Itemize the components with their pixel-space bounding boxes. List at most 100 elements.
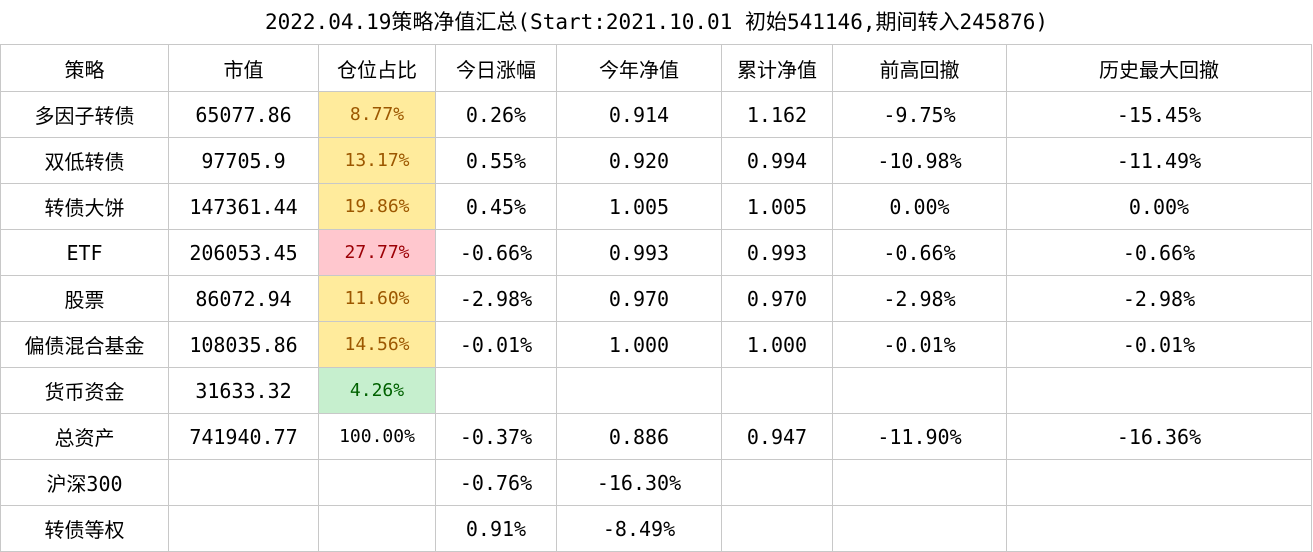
market-value-cell[interactable]: 108035.86 [168,321,319,368]
daily-change-cell[interactable]: -0.66% [435,229,557,276]
table-row: 多因子转债 65077.86 8.77% 0.26% 0.914 1.162 -9.75% -… [0,91,1312,138]
table-row: 货币资金 31633.32 4.26% [0,367,1312,414]
daily-change-cell[interactable]: -0.01% [435,321,557,368]
cumulative-nav-cell[interactable]: 0.947 [721,413,833,460]
daily-change-cell[interactable] [435,367,557,414]
max-drawdown-cell[interactable] [1006,367,1312,414]
ytd-nav-cell[interactable]: 0.914 [556,91,722,138]
position-cell[interactable]: 4.26% [318,367,436,414]
header-daily-change[interactable]: 今日涨幅 [435,44,557,92]
market-value-cell[interactable]: 741940.77 [168,413,319,460]
max-drawdown-cell[interactable]: -2.98% [1006,275,1312,322]
ytd-nav-cell[interactable]: 0.970 [556,275,722,322]
position-cell[interactable]: 13.17% [318,137,436,184]
header-cumulative-nav[interactable]: 累计净值 [721,44,833,92]
strategy-cell[interactable]: ETF [0,229,169,276]
header-strategy[interactable]: 策略 [0,44,169,92]
nav-summary-table: 策略 市值 仓位占比 今日涨幅 今年净值 累计净值 前高回撤 历史最大回撤 多因… [0,44,1312,552]
strategy-cell[interactable]: 总资产 [0,413,169,460]
cumulative-nav-cell[interactable] [721,459,833,506]
daily-change-cell[interactable]: 0.26% [435,91,557,138]
cumulative-nav-cell[interactable] [721,367,833,414]
ytd-nav-cell[interactable]: 0.920 [556,137,722,184]
market-value-cell[interactable] [168,459,319,506]
cumulative-nav-cell[interactable]: 1.000 [721,321,833,368]
market-value-cell[interactable]: 65077.86 [168,91,319,138]
position-cell[interactable] [318,459,436,506]
strategy-cell[interactable]: 股票 [0,275,169,322]
cumulative-nav-cell[interactable]: 0.993 [721,229,833,276]
position-cell[interactable]: 27.77% [318,229,436,276]
position-cell[interactable]: 14.56% [318,321,436,368]
market-value-cell[interactable]: 86072.94 [168,275,319,322]
drawdown-from-peak-cell[interactable]: -0.66% [832,229,1007,276]
max-drawdown-cell[interactable]: -15.45% [1006,91,1312,138]
strategy-cell[interactable]: 多因子转债 [0,91,169,138]
position-cell[interactable]: 8.77% [318,91,436,138]
max-drawdown-cell[interactable]: -11.49% [1006,137,1312,184]
max-drawdown-cell[interactable]: -0.66% [1006,229,1312,276]
table-row: 双低转债 97705.9 13.17% 0.55% 0.920 0.994 -10.98% -… [0,137,1312,184]
market-value-cell[interactable]: 147361.44 [168,183,319,230]
ytd-nav-cell[interactable]: -16.30% [556,459,722,506]
header-row: 策略 市值 仓位占比 今日涨幅 今年净值 累计净值 前高回撤 历史最大回撤 [0,44,1312,92]
table-row: 偏债混合基金 108035.86 14.56% -0.01% 1.000 1.000 -0.… [0,321,1312,368]
header-market-value[interactable]: 市值 [168,44,319,92]
table-row: 沪深300 -0.76% -16.30% [0,459,1312,506]
daily-change-cell[interactable]: -2.98% [435,275,557,322]
drawdown-from-peak-cell[interactable]: -9.75% [832,91,1007,138]
market-value-cell[interactable]: 206053.45 [168,229,319,276]
cumulative-nav-cell[interactable]: 0.994 [721,137,833,184]
cumulative-nav-cell[interactable]: 0.970 [721,275,833,322]
daily-change-cell[interactable]: 0.45% [435,183,557,230]
strategy-cell[interactable]: 双低转债 [0,137,169,184]
daily-change-cell[interactable]: 0.55% [435,137,557,184]
ytd-nav-cell[interactable]: 1.005 [556,183,722,230]
drawdown-from-peak-cell[interactable]: -2.98% [832,275,1007,322]
table-row: 总资产 741940.77 100.00% -0.37% 0.886 0.947 -11.9… [0,413,1312,460]
drawdown-from-peak-cell[interactable] [832,367,1007,414]
strategy-cell[interactable]: 沪深300 [0,459,169,506]
daily-change-cell[interactable]: -0.37% [435,413,557,460]
position-cell[interactable] [318,505,436,552]
market-value-cell[interactable] [168,505,319,552]
drawdown-from-peak-cell[interactable] [832,459,1007,506]
daily-change-cell[interactable]: -0.76% [435,459,557,506]
max-drawdown-cell[interactable]: -16.36% [1006,413,1312,460]
drawdown-from-peak-cell[interactable]: 0.00% [832,183,1007,230]
max-drawdown-cell[interactable] [1006,459,1312,506]
table-row: 转债大饼 147361.44 19.86% 0.45% 1.005 1.005 0.00% 0… [0,183,1312,230]
ytd-nav-cell[interactable]: 0.886 [556,413,722,460]
strategy-cell[interactable]: 转债等权 [0,505,169,552]
cumulative-nav-cell[interactable]: 1.005 [721,183,833,230]
cumulative-nav-cell[interactable]: 1.162 [721,91,833,138]
header-max-drawdown[interactable]: 历史最大回撤 [1006,44,1312,92]
header-drawdown-from-peak[interactable]: 前高回撤 [832,44,1007,92]
drawdown-from-peak-cell[interactable]: -11.90% [832,413,1007,460]
ytd-nav-cell[interactable]: -8.49% [556,505,722,552]
strategy-cell[interactable]: 偏债混合基金 [0,321,169,368]
daily-change-cell[interactable]: 0.91% [435,505,557,552]
max-drawdown-cell[interactable] [1006,505,1312,552]
header-ytd-nav[interactable]: 今年净值 [556,44,722,92]
table-row: ETF 206053.45 27.77% -0.66% 0.993 0.993 -0.66%… [0,229,1312,276]
cumulative-nav-cell[interactable] [721,505,833,552]
position-cell[interactable]: 100.00% [318,413,436,460]
drawdown-from-peak-cell[interactable]: -10.98% [832,137,1007,184]
market-value-cell[interactable]: 97705.9 [168,137,319,184]
max-drawdown-cell[interactable]: 0.00% [1006,183,1312,230]
market-value-cell[interactable]: 31633.32 [168,367,319,414]
drawdown-from-peak-cell[interactable]: -0.01% [832,321,1007,368]
strategy-cell[interactable]: 货币资金 [0,367,169,414]
ytd-nav-cell[interactable]: 0.993 [556,229,722,276]
max-drawdown-cell[interactable]: -0.01% [1006,321,1312,368]
ytd-nav-cell[interactable] [556,367,722,414]
strategy-cell[interactable]: 转债大饼 [0,183,169,230]
position-cell[interactable]: 19.86% [318,183,436,230]
ytd-nav-cell[interactable]: 1.000 [556,321,722,368]
position-cell[interactable]: 11.60% [318,275,436,322]
drawdown-from-peak-cell[interactable] [832,505,1007,552]
header-position[interactable]: 仓位占比 [318,44,436,92]
sheet-title: 2022.04.19策略净值汇总(Start:2021.10.01 初始5411… [264,10,1048,34]
